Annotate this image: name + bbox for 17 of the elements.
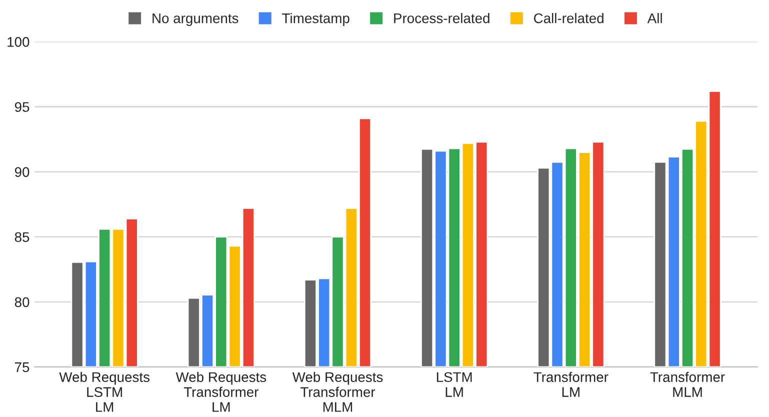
x-tick-label: Web Requests Transformer LM bbox=[176, 372, 266, 412]
x-tick-label: Transformer MLM bbox=[650, 372, 725, 397]
legend-label: No arguments bbox=[152, 14, 238, 26]
y-tick-label: 95 bbox=[14, 102, 30, 112]
legend-label: All bbox=[647, 13, 662, 24]
x-tick-label: LSTM LM bbox=[436, 372, 472, 397]
y-tick-label: 85 bbox=[14, 232, 30, 242]
y-tick-label: 90 bbox=[14, 167, 30, 177]
x-tick-label: Web Requests Transformer MLM bbox=[292, 372, 383, 412]
x-tick-label: Transformer LM bbox=[534, 372, 608, 397]
legend-label: Timestamp bbox=[282, 13, 350, 26]
legend-label: Process-related bbox=[394, 13, 490, 24]
legend-label: Call-related bbox=[534, 13, 604, 24]
y-tick-label: 80 bbox=[14, 297, 30, 308]
y-tick-label: 100 bbox=[8, 37, 30, 47]
y-tick-label: 75 bbox=[15, 362, 30, 372]
x-tick-label: Web Requests LSTM LM bbox=[59, 372, 150, 412]
